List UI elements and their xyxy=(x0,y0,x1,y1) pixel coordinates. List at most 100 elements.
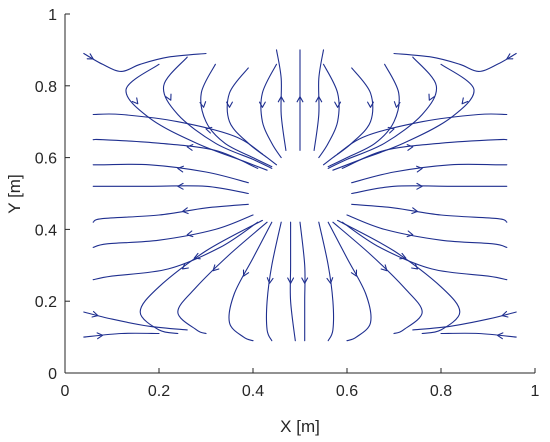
streamline xyxy=(200,63,273,168)
y-tick-label: 0.8 xyxy=(35,79,57,96)
x-axis-label: X [m] xyxy=(280,417,320,436)
x-tick-label: 0.6 xyxy=(336,383,358,400)
streamline xyxy=(393,52,517,72)
y-tick-label: 0.6 xyxy=(35,151,57,168)
streamline xyxy=(226,67,278,166)
streamline-arrowhead xyxy=(326,277,334,284)
streamline xyxy=(92,214,254,248)
streamline xyxy=(92,221,259,281)
streamline xyxy=(177,221,268,335)
streamline-arrowhead xyxy=(199,101,207,108)
streamline xyxy=(139,219,263,335)
streamline-arrowhead xyxy=(461,97,469,105)
y-tick-label: 0.4 xyxy=(35,222,57,239)
streamline-arrowhead xyxy=(205,126,213,134)
streamline xyxy=(318,63,340,159)
streamline xyxy=(412,311,517,331)
x-tick-label: 0.2 xyxy=(148,383,170,400)
streamline xyxy=(341,221,508,281)
streamline-arrowhead xyxy=(506,53,514,60)
streamline-arrowhead xyxy=(496,332,504,340)
streamline xyxy=(332,221,423,335)
streamline-arrowhead xyxy=(315,96,323,103)
streamline-arrowhead xyxy=(301,277,309,284)
streamline-arrowhead xyxy=(212,264,220,272)
streamline-arrowhead xyxy=(334,101,342,108)
streamline-arrowhead xyxy=(181,262,189,270)
streamline-arrowhead xyxy=(350,269,358,277)
streamline-arrowhead xyxy=(367,101,374,108)
streamline xyxy=(83,52,207,72)
streamline xyxy=(275,49,287,151)
streamline xyxy=(440,332,517,338)
streamline xyxy=(92,138,259,169)
streamline xyxy=(322,67,374,166)
streamline-arrowhead xyxy=(406,144,414,151)
streamline xyxy=(327,63,400,168)
streamline-arrowhead xyxy=(165,93,172,101)
x-tick-label: 1 xyxy=(531,383,540,400)
streamline-arrowhead xyxy=(416,165,423,173)
streamline-arrowhead xyxy=(406,230,414,238)
streamline xyxy=(351,163,508,184)
streamline xyxy=(332,63,475,171)
x-tick-label: 0.8 xyxy=(430,383,452,400)
streamline-arrowhead xyxy=(96,332,104,340)
streamline xyxy=(228,221,273,342)
streamline xyxy=(337,113,508,155)
streamline xyxy=(327,56,438,169)
streamline-arrowhead xyxy=(258,101,266,108)
streamline-arrowhead xyxy=(131,97,139,105)
streamline-arrowhead xyxy=(411,207,419,215)
streamline xyxy=(92,113,263,155)
streamline xyxy=(346,214,508,248)
y-ticks: 0 0.2 0.4 0.6 0.8 1 xyxy=(35,7,70,383)
streamline xyxy=(83,311,188,331)
streamline-arrowhead xyxy=(242,269,250,277)
streamline xyxy=(318,221,335,342)
streamline xyxy=(351,185,508,195)
streamline-arrowhead xyxy=(177,165,184,173)
streamline-arrowhead xyxy=(277,96,285,103)
streamline xyxy=(313,49,325,151)
streamline-arrowhead xyxy=(411,262,419,270)
streamline-arrowhead xyxy=(399,252,407,260)
streamline-arrowhead xyxy=(428,93,435,101)
streamline-arrowhead xyxy=(416,182,423,190)
streamline-arrowhead xyxy=(266,277,274,284)
x-tick-label: 0.4 xyxy=(242,383,264,400)
streamline-arrowhead xyxy=(380,264,388,272)
streamline-arrowhead xyxy=(181,207,189,215)
x-tick-label: 0 xyxy=(61,383,70,400)
streamline-arrowhead xyxy=(296,96,304,103)
streamline xyxy=(83,332,160,338)
streamline xyxy=(265,221,282,342)
streamline xyxy=(351,203,508,223)
streamline-arrowhead xyxy=(186,144,194,151)
streamline-arrowhead xyxy=(86,53,94,60)
x-ticks: 0 0.2 0.4 0.6 0.8 1 xyxy=(61,368,540,400)
streamline-arrowhead xyxy=(226,101,233,108)
streamline-arrowhead xyxy=(387,126,395,134)
y-tick-label: 0 xyxy=(48,366,57,383)
streamline-arrowhead xyxy=(91,310,99,318)
streamline-arrowhead xyxy=(287,277,295,284)
streamline xyxy=(92,203,249,223)
streamline xyxy=(327,221,372,342)
y-tick-label: 0.2 xyxy=(35,294,57,311)
axes xyxy=(64,14,535,374)
streamline xyxy=(162,56,273,169)
streamlines xyxy=(83,49,517,342)
streamline xyxy=(125,63,268,171)
streamline xyxy=(92,163,249,184)
streamline xyxy=(260,63,282,159)
streamline xyxy=(341,138,508,169)
streamline xyxy=(337,219,461,335)
streamline-arrowhead xyxy=(393,101,401,108)
y-tick-label: 1 xyxy=(48,7,57,24)
streamline xyxy=(92,185,249,195)
y-axis-label: Y [m] xyxy=(5,174,24,213)
streamline-arrowhead xyxy=(501,310,509,318)
streamline-arrowhead xyxy=(177,182,184,190)
